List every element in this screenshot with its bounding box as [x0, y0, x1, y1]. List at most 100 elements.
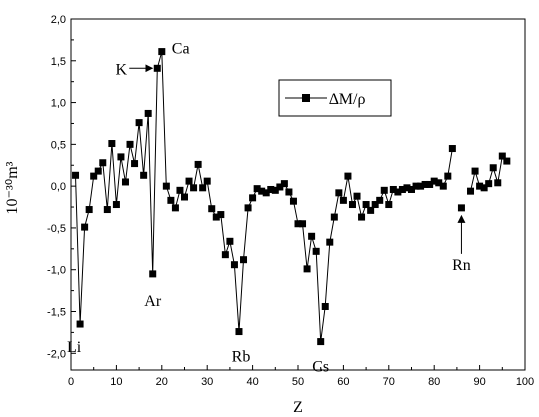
x-tick-label: 60: [337, 376, 349, 388]
data-point: [226, 237, 234, 245]
data-point: [135, 119, 143, 127]
data-point: [76, 320, 84, 328]
data-point: [171, 204, 179, 212]
data-point: [208, 205, 216, 213]
data-point: [244, 204, 252, 212]
data-point: [271, 186, 279, 194]
y-tick-label: -1,0: [47, 265, 66, 277]
data-point: [240, 256, 248, 264]
data-point: [303, 265, 311, 273]
data-point: [308, 232, 316, 240]
x-tick-label: 0: [68, 376, 74, 388]
data-point: [348, 201, 356, 209]
y-tick-label: -1,5: [47, 307, 66, 319]
y-tick-label: 0,5: [51, 139, 66, 151]
data-point: [276, 183, 284, 191]
data-point: [417, 182, 425, 190]
data-point: [262, 189, 270, 197]
data-point: [380, 186, 388, 194]
y-tick-label: 1,0: [51, 98, 66, 110]
data-point: [412, 182, 420, 190]
data-point: [185, 177, 193, 185]
data-point: [126, 140, 134, 148]
data-point: [439, 182, 447, 190]
data-point: [444, 172, 452, 180]
data-point: [153, 64, 161, 72]
data-point: [149, 270, 157, 278]
data-point: [317, 338, 325, 346]
annotations: Li Ar K Ca Rb Cs Rn: [67, 41, 471, 376]
data-point: [385, 201, 393, 209]
data-point: [249, 194, 257, 202]
data-point: [190, 184, 198, 192]
data-series: [72, 48, 511, 346]
data-point: [408, 185, 415, 193]
data-point: [217, 211, 225, 219]
data-point: [181, 193, 188, 201]
data-point: [485, 180, 493, 188]
annotation-label: Rn: [452, 257, 471, 274]
data-point: [235, 328, 243, 336]
axes: [70, 18, 526, 371]
data-point: [94, 167, 102, 175]
x-tick-label: 100: [516, 376, 534, 388]
data-point: [267, 185, 275, 193]
annotation-label: K: [115, 61, 127, 78]
data-point: [358, 213, 366, 221]
data-point: [376, 196, 384, 204]
data-point: [321, 302, 329, 310]
data-point: [489, 164, 497, 172]
data-point: [457, 204, 465, 212]
data-point: [330, 213, 338, 221]
data-point: [344, 172, 352, 180]
data-point: [471, 167, 479, 175]
series-line: [75, 51, 453, 342]
data-point: [435, 179, 443, 187]
data-point: [430, 177, 438, 185]
y-tick-label: 1,5: [51, 56, 66, 68]
data-point: [99, 159, 107, 167]
data-point: [199, 184, 207, 192]
x-tick-label: 70: [383, 376, 395, 388]
data-point: [103, 206, 111, 214]
data-point: [144, 109, 152, 117]
data-point: [230, 261, 238, 269]
data-point: [421, 180, 429, 188]
x-tick-label: 20: [156, 376, 168, 388]
annotation-label: Li: [67, 339, 82, 356]
data-point: [117, 153, 125, 161]
annotation-label: Rb: [232, 349, 251, 366]
data-point: [203, 177, 211, 185]
data-point: [326, 238, 334, 246]
x-axis-label: Z: [293, 399, 303, 416]
data-point: [426, 180, 434, 188]
data-point: [467, 187, 475, 195]
data-point: [480, 184, 488, 192]
data-point: [167, 196, 175, 204]
data-point: [140, 171, 148, 179]
data-point: [85, 206, 93, 214]
data-point: [131, 160, 139, 168]
annotation-label: Ca: [172, 41, 190, 58]
data-point: [398, 185, 406, 193]
x-tick-label: 50: [292, 376, 304, 388]
legend-label: ∆M/ρ: [329, 91, 365, 108]
data-point: [221, 251, 229, 259]
data-point: [176, 186, 184, 194]
data-point: [339, 196, 347, 204]
x-tick-label: 30: [201, 376, 213, 388]
data-point: [403, 184, 411, 192]
x-tick-label: 10: [110, 376, 122, 388]
data-point: [312, 247, 320, 255]
y-tick-label: -2,0: [47, 348, 66, 360]
y-tick-label: -0,5: [47, 223, 66, 235]
annotation-label: Ar: [144, 293, 162, 310]
data-point: [90, 172, 98, 180]
y-tick-label: 0,0: [51, 181, 66, 193]
data-point: [371, 201, 379, 209]
data-point: [253, 185, 261, 193]
data-point: [212, 213, 220, 221]
data-point: [158, 48, 166, 56]
plot-frame: [70, 18, 526, 371]
legend: ∆M/ρ: [278, 79, 392, 117]
